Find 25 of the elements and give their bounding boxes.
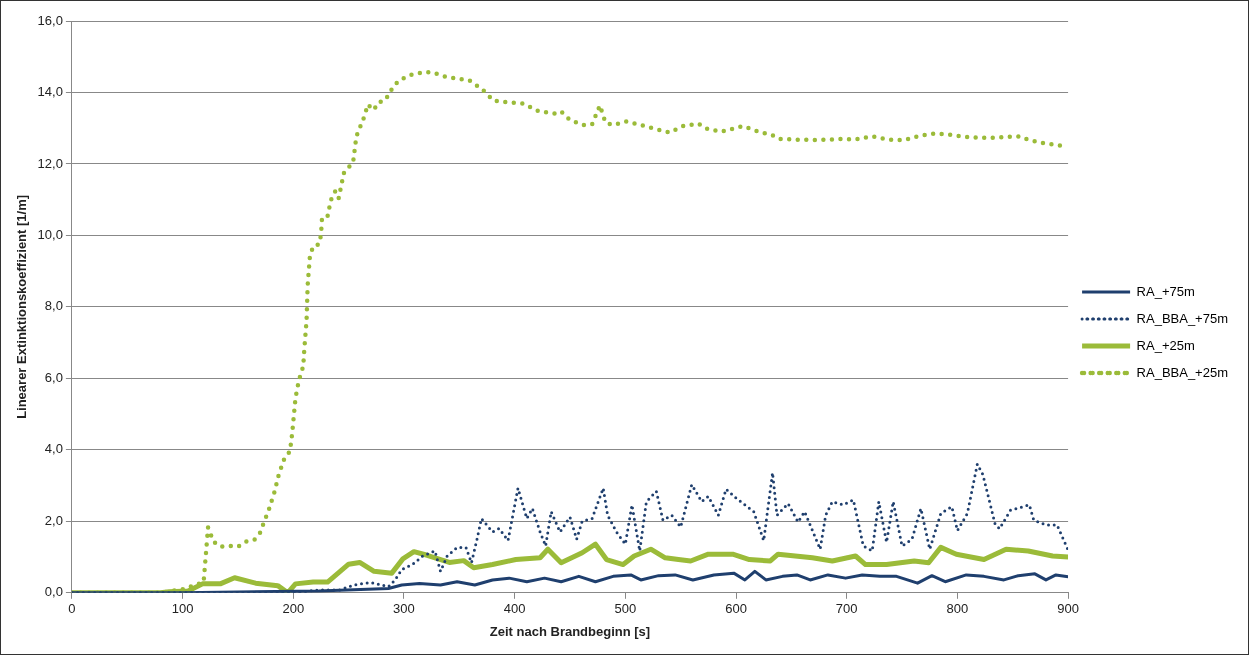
y-tick-label: 8,0 <box>44 298 63 314</box>
legend-label: RA_BBA_+75m <box>1136 310 1229 326</box>
x-tick-label: 800 <box>946 601 969 617</box>
y-tick-label: 14,0 <box>37 84 63 100</box>
y-tick-label: 0,0 <box>44 584 63 600</box>
x-tick-label: 500 <box>614 601 637 617</box>
y-tick-label: 2,0 <box>44 512 63 528</box>
x-tick-label: 600 <box>725 601 747 617</box>
y-axis-title: Linearer Extinktionskoeffizient [1/m] <box>14 194 30 419</box>
y-tick-label: 6,0 <box>44 369 63 385</box>
x-tick-label: 300 <box>393 601 415 617</box>
x-tick-label: 900 <box>1057 601 1079 617</box>
legend-label: RA_+75m <box>1136 283 1195 299</box>
legend-label: RA_BBA_+25m <box>1136 364 1229 380</box>
y-tick-label: 4,0 <box>44 441 63 457</box>
legend-label: RA_+25m <box>1136 337 1195 353</box>
x-tick-label: 200 <box>282 601 305 617</box>
x-tick-label: 400 <box>503 601 526 617</box>
x-tick-label: 700 <box>835 601 858 617</box>
y-tick-label: 12,0 <box>37 155 63 171</box>
y-tick-label: 16,0 <box>37 12 63 28</box>
x-tick-label: 100 <box>171 601 194 617</box>
x-tick-label: 0 <box>68 601 76 617</box>
x-axis-title: Zeit nach Brandbeginn [s] <box>489 623 651 639</box>
y-tick-label: 10,0 <box>37 227 63 242</box>
